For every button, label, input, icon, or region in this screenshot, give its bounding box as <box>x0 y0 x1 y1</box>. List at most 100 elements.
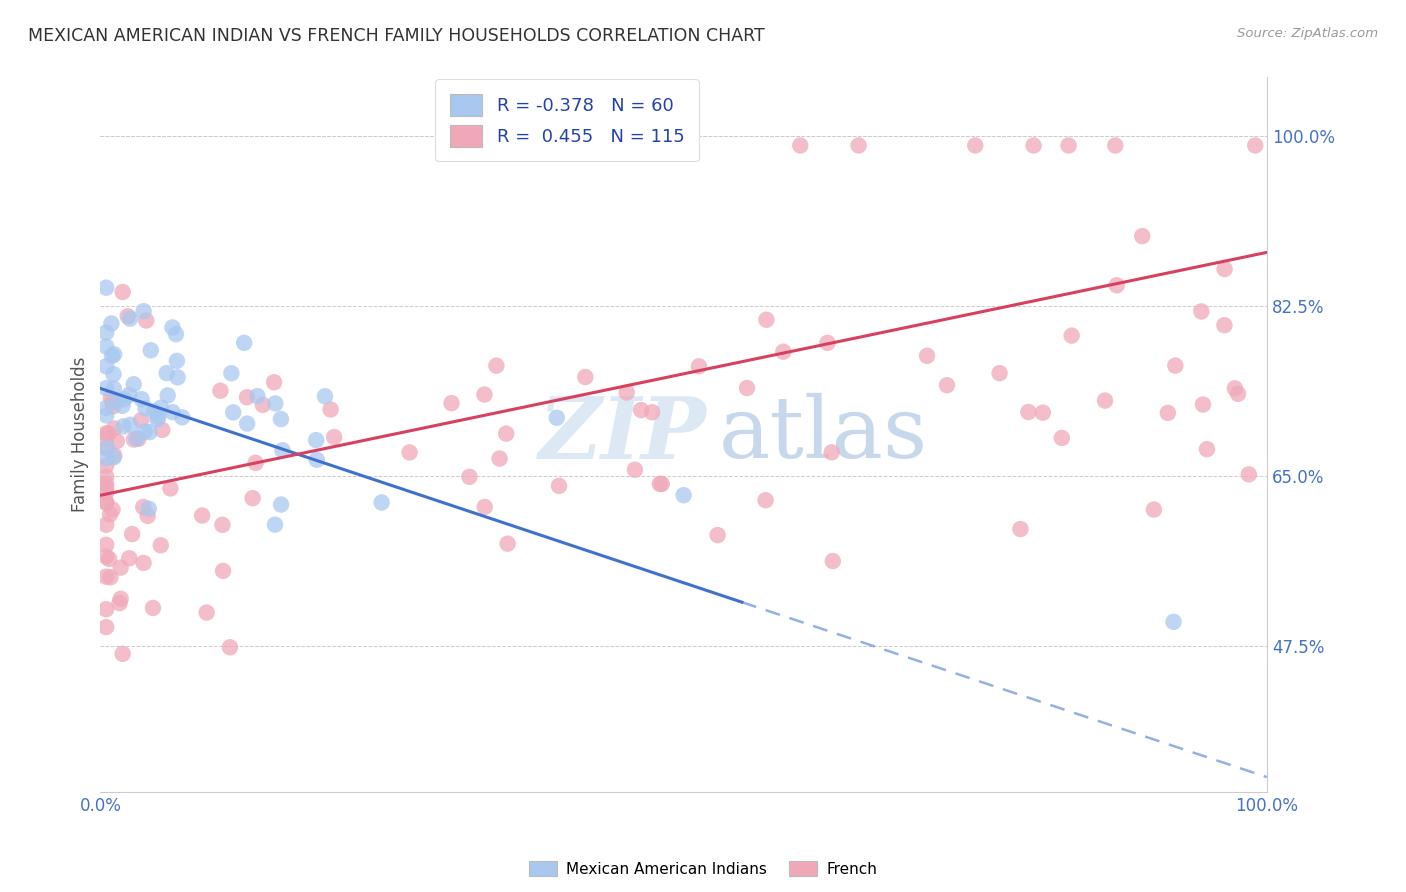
Point <box>1237 467 1260 482</box>
Point <box>319 402 342 417</box>
Point <box>1022 138 1045 153</box>
Point <box>672 488 695 502</box>
Point <box>100 570 122 584</box>
Point <box>96 381 118 395</box>
Point <box>103 382 125 396</box>
Point <box>221 366 243 380</box>
Point <box>96 476 118 491</box>
Point <box>101 502 124 516</box>
Point <box>1244 138 1267 153</box>
Point <box>548 479 571 493</box>
Point <box>191 508 214 523</box>
Point <box>97 426 120 441</box>
Point <box>98 508 121 522</box>
Point <box>105 394 128 409</box>
Point <box>127 432 149 446</box>
Point <box>271 443 294 458</box>
Point <box>103 368 125 382</box>
Text: Source: ZipAtlas.com: Source: ZipAtlas.com <box>1237 27 1378 40</box>
Point <box>165 327 187 342</box>
Point <box>96 426 118 441</box>
Point <box>96 602 118 616</box>
Point <box>546 410 568 425</box>
Point <box>496 537 519 551</box>
Point <box>1104 138 1126 153</box>
Point <box>143 404 166 418</box>
Point <box>146 412 169 426</box>
Point <box>222 405 245 419</box>
Point <box>96 441 118 455</box>
Point <box>149 538 172 552</box>
Point <box>772 344 794 359</box>
Point <box>651 477 673 491</box>
Point <box>817 335 839 350</box>
Point <box>965 138 987 153</box>
Point <box>314 389 336 403</box>
Point <box>616 385 638 400</box>
Point <box>131 392 153 406</box>
Point <box>1017 405 1039 419</box>
Point <box>166 354 188 368</box>
Point <box>1213 318 1236 333</box>
Point <box>458 470 481 484</box>
Point <box>236 417 259 431</box>
Point <box>132 304 155 318</box>
Point <box>103 347 125 361</box>
Point <box>111 285 134 299</box>
Text: atlas: atlas <box>718 393 928 476</box>
Point <box>789 138 811 153</box>
Point <box>101 394 124 409</box>
Point <box>96 569 118 583</box>
Point <box>848 138 870 153</box>
Point <box>242 491 264 505</box>
Point <box>96 469 118 483</box>
Point <box>96 458 118 473</box>
Point <box>219 640 242 655</box>
Point <box>263 376 285 390</box>
Point <box>120 417 142 432</box>
Point <box>96 401 118 415</box>
Point <box>821 554 844 568</box>
Point <box>233 335 256 350</box>
Point <box>96 339 118 353</box>
Point <box>118 551 141 566</box>
Point <box>172 410 194 425</box>
Point <box>118 311 141 326</box>
Point <box>1189 304 1212 318</box>
Point <box>1010 522 1032 536</box>
Point <box>212 564 235 578</box>
Point <box>488 451 510 466</box>
Point <box>138 425 160 439</box>
Point <box>485 359 508 373</box>
Point <box>1105 278 1128 293</box>
Point <box>755 493 778 508</box>
Point <box>915 349 938 363</box>
Point <box>138 501 160 516</box>
Point <box>1157 406 1180 420</box>
Point <box>129 413 152 427</box>
Point <box>121 527 143 541</box>
Point <box>398 445 420 459</box>
Point <box>96 442 118 456</box>
Point <box>495 426 517 441</box>
Point <box>122 377 145 392</box>
Point <box>96 481 118 495</box>
Point <box>166 370 188 384</box>
Point <box>150 423 173 437</box>
Point <box>648 476 671 491</box>
Point <box>136 508 159 523</box>
Point <box>96 495 118 509</box>
Point <box>735 381 758 395</box>
Point <box>305 433 328 447</box>
Point <box>624 463 647 477</box>
Point <box>1094 393 1116 408</box>
Point <box>1163 615 1185 629</box>
Point <box>135 313 157 327</box>
Point <box>134 401 156 416</box>
Point <box>162 405 184 419</box>
Point <box>103 421 125 435</box>
Point <box>156 388 179 402</box>
Point <box>706 528 728 542</box>
Point <box>1213 262 1236 277</box>
Point <box>1060 328 1083 343</box>
